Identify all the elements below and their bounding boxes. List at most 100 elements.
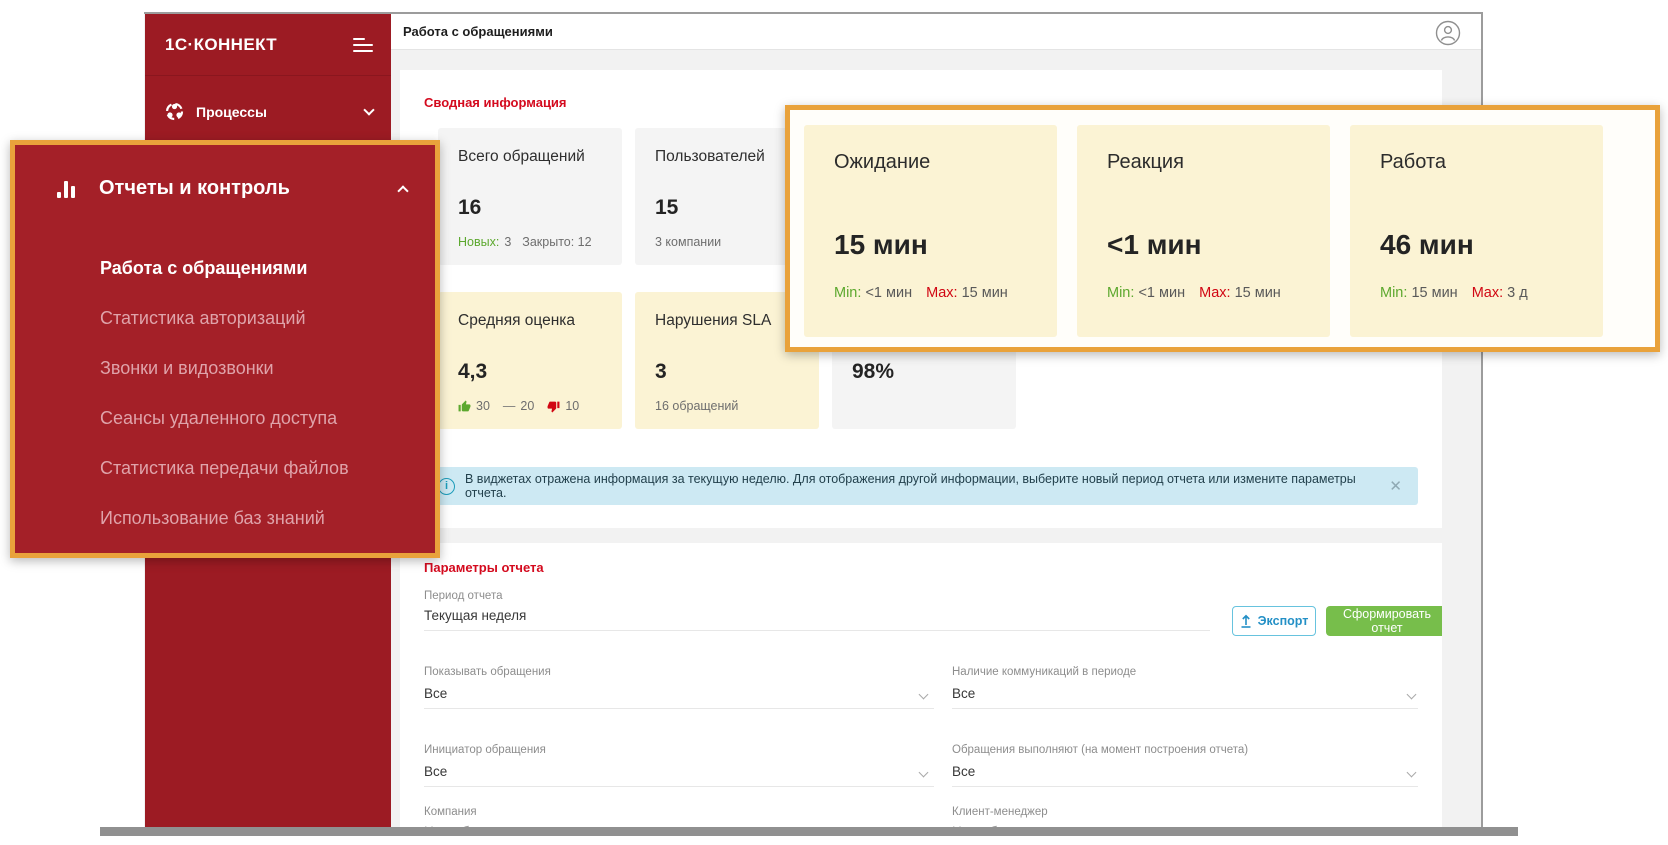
- period-label: Период отчета: [424, 590, 503, 602]
- widget-footer: 30 — 20 10: [458, 399, 579, 413]
- hamburger-menu-icon[interactable]: [353, 37, 373, 52]
- page-header: Работа с обращениями: [391, 14, 1481, 50]
- min-value: 15 мин: [1411, 285, 1458, 301]
- widget-total-requests: Всего обращений 16 Новых: 3 Закрыто: 12: [438, 128, 622, 265]
- min-label: Min:: [834, 285, 862, 301]
- banner-close-icon[interactable]: ✕: [1389, 478, 1402, 495]
- metric-card-work: Работа 46 мин Min: 15 мин Max: 3 д: [1350, 125, 1603, 337]
- chevron-up-icon: [397, 184, 409, 197]
- neutral-count: 20: [520, 399, 535, 413]
- chevron-down-icon[interactable]: [1406, 767, 1417, 778]
- metric-card-reaction: Реакция <1 мин Min: <1 мин Max: 15 мин: [1077, 125, 1330, 337]
- new-label: Новых:: [458, 235, 500, 249]
- metrics-callout: Ожидание 15 мин Min: <1 мин Max: 15 мин …: [785, 105, 1660, 352]
- field-label: Инициатор обращения: [424, 744, 546, 756]
- max-value: 15 мин: [1234, 285, 1281, 301]
- menu-item-remote-sessions[interactable]: Сеансы удаленного доступа: [100, 408, 338, 428]
- min-value: <1 мин: [865, 285, 913, 301]
- sidebar-header: 1С·КОННЕКТ: [145, 14, 391, 76]
- field-value[interactable]: Все: [424, 764, 448, 779]
- min-value: <1 мин: [1138, 285, 1186, 301]
- export-label: Экспорт: [1257, 614, 1309, 628]
- field-underline: [952, 786, 1418, 787]
- max-label: Max:: [1199, 285, 1231, 301]
- sidebar-item-processes[interactable]: Процессы: [145, 76, 391, 121]
- chevron-down-icon: [363, 103, 375, 116]
- field-label: Компания: [424, 806, 477, 818]
- metric-title: Работа: [1380, 151, 1446, 173]
- field-underline: [424, 708, 934, 709]
- reports-menu-header[interactable]: Отчеты и контроль: [55, 177, 409, 200]
- metric-title: Ожидание: [834, 151, 931, 173]
- widget-value: 16: [458, 196, 482, 219]
- export-button[interactable]: Экспорт: [1232, 606, 1316, 636]
- widget-value: 15: [655, 196, 679, 219]
- app-logo: 1С·КОННЕКТ: [165, 34, 278, 54]
- field-label: Показывать обращения: [424, 666, 551, 678]
- widget-value: 3: [655, 360, 667, 383]
- metric-card-waiting: Ожидание 15 мин Min: <1 мин Max: 15 мин: [804, 125, 1057, 337]
- widget-title: Нарушения SLA: [655, 312, 772, 329]
- reports-menu-items: Работа с обращениями Статистика авториза…: [100, 243, 415, 543]
- metric-minmax: Min: 15 мин Max: 3 д: [1380, 285, 1528, 301]
- metric-value: 15 мин: [834, 229, 928, 260]
- thumb-up-count: 30: [476, 399, 490, 413]
- field-label: Клиент-менеджер: [952, 806, 1048, 818]
- generate-report-button[interactable]: Сформировать отчет: [1326, 606, 1442, 636]
- widget-title: Пользователей: [655, 148, 765, 165]
- max-value: 3 д: [1507, 285, 1528, 301]
- metric-title: Реакция: [1107, 151, 1184, 173]
- closed-label: Закрыто: 12: [522, 235, 592, 249]
- thumb-down-icon: [547, 400, 560, 413]
- field-value[interactable]: Все: [952, 686, 976, 701]
- menu-item-knowledge-bases[interactable]: Использование баз знаний: [100, 508, 325, 528]
- max-value: 15 мин: [961, 285, 1008, 301]
- widget-footer: Новых: 3 Закрыто: 12: [458, 235, 592, 249]
- widget-footer: 3 компании: [655, 235, 722, 249]
- reports-menu-title: Отчеты и контроль: [99, 177, 290, 199]
- metric-value: 46 мин: [1380, 229, 1474, 260]
- field-label: Обращения выполняют (на момент построени…: [952, 744, 1249, 756]
- max-label: Max:: [926, 285, 958, 301]
- widget-title: Всего обращений: [458, 148, 585, 165]
- min-label: Min:: [1107, 285, 1135, 301]
- user-account-icon[interactable]: [1435, 20, 1461, 46]
- period-underline: [424, 630, 1210, 631]
- widget-value: 98%: [852, 360, 895, 383]
- export-icon: [1240, 614, 1252, 628]
- chevron-down-icon[interactable]: [1406, 689, 1417, 700]
- info-icon: i: [438, 477, 455, 495]
- menu-item-work-with-requests[interactable]: Работа с обращениями: [100, 258, 308, 278]
- metric-minmax: Min: <1 мин Max: 15 мин: [1107, 285, 1281, 301]
- field-value[interactable]: Все: [952, 764, 976, 779]
- field-underline: [952, 708, 1418, 709]
- min-label: Min:: [1380, 285, 1408, 301]
- field-value[interactable]: Все: [424, 686, 448, 701]
- window-bottom-edge: [100, 827, 1518, 836]
- period-value[interactable]: Текущая неделя: [424, 608, 527, 623]
- thumb-down-count: 10: [565, 399, 580, 413]
- widget-title: Средняя оценка: [458, 312, 576, 329]
- max-label: Max:: [1471, 285, 1504, 301]
- chevron-down-icon[interactable]: [918, 689, 929, 700]
- widget-avg-rating: Средняя оценка 4,3 30 — 20 10: [438, 292, 622, 429]
- reports-menu-callout: Отчеты и контроль Работа с обращениями С…: [10, 140, 440, 558]
- widget-footer: 16 обращений: [655, 399, 739, 413]
- widget-value: 4,3: [458, 360, 488, 383]
- menu-item-calls-video[interactable]: Звонки и видозвонки: [100, 358, 274, 378]
- menu-item-file-transfer-stats[interactable]: Статистика передачи файлов: [100, 458, 349, 478]
- sidebar-item-label: Процессы: [196, 103, 267, 120]
- params-heading: Параметры отчета: [424, 560, 544, 575]
- report-params-section: Параметры отчета Период отчета Текущая н…: [400, 543, 1442, 830]
- summary-heading: Сводная информация: [424, 95, 567, 110]
- thumb-up-icon: [458, 400, 471, 413]
- metric-minmax: Min: <1 мин Max: 15 мин: [834, 285, 1008, 301]
- menu-item-auth-statistics[interactable]: Статистика авторизаций: [100, 308, 306, 328]
- neutral-dash-icon: —: [502, 399, 516, 413]
- chevron-down-icon[interactable]: [918, 767, 929, 778]
- field-underline: [424, 786, 934, 787]
- bar-chart-icon: [55, 178, 77, 200]
- processes-icon: [165, 102, 184, 121]
- field-label: Наличие коммуникаций в периоде: [952, 666, 1137, 678]
- info-banner: i В виджетах отражена информация за теку…: [424, 467, 1418, 505]
